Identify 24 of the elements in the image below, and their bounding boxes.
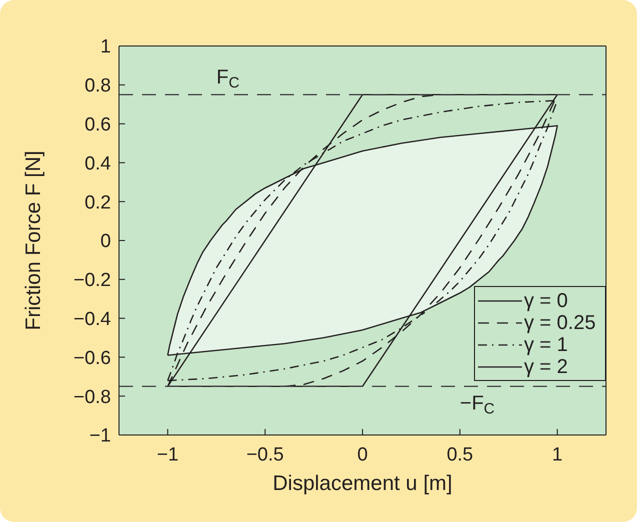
y-tick-label: 0 [100,231,111,252]
ref-line-label: F$_{C}$ [216,66,240,92]
ref-line-label: −F$_{C}$ [460,392,495,418]
legend-label: γ = 0 [524,290,568,312]
y-tick-label: −0.8 [73,386,111,408]
y-tick-label: −1 [89,426,111,447]
y-tick-label: −0.6 [73,348,111,369]
y-tick-label: 0.8 [84,76,111,97]
y-tick-label: 0.4 [84,153,112,174]
y-tick-label: 1 [100,36,111,58]
x-tick-label: −0.5 [246,444,284,466]
x-axis-title: Displacement u [m] [272,472,452,495]
x-tick-label: 1 [552,444,563,466]
x-tick-label: 0 [357,444,368,466]
legend-label: γ = 0.25 [524,312,596,334]
y-axis-title: Friction Force F [N] [22,150,44,330]
legend-label: γ = 2 [524,356,568,378]
y-tick-label: 0.6 [84,114,111,136]
y-tick-label: 0.2 [84,192,111,214]
x-tick-label: −1 [156,444,179,466]
x-tick-label: 0.5 [446,444,474,466]
y-tick-label: −0.2 [73,270,111,292]
legend-label: γ = 1 [524,334,568,356]
y-tick-label: −0.4 [73,309,112,330]
